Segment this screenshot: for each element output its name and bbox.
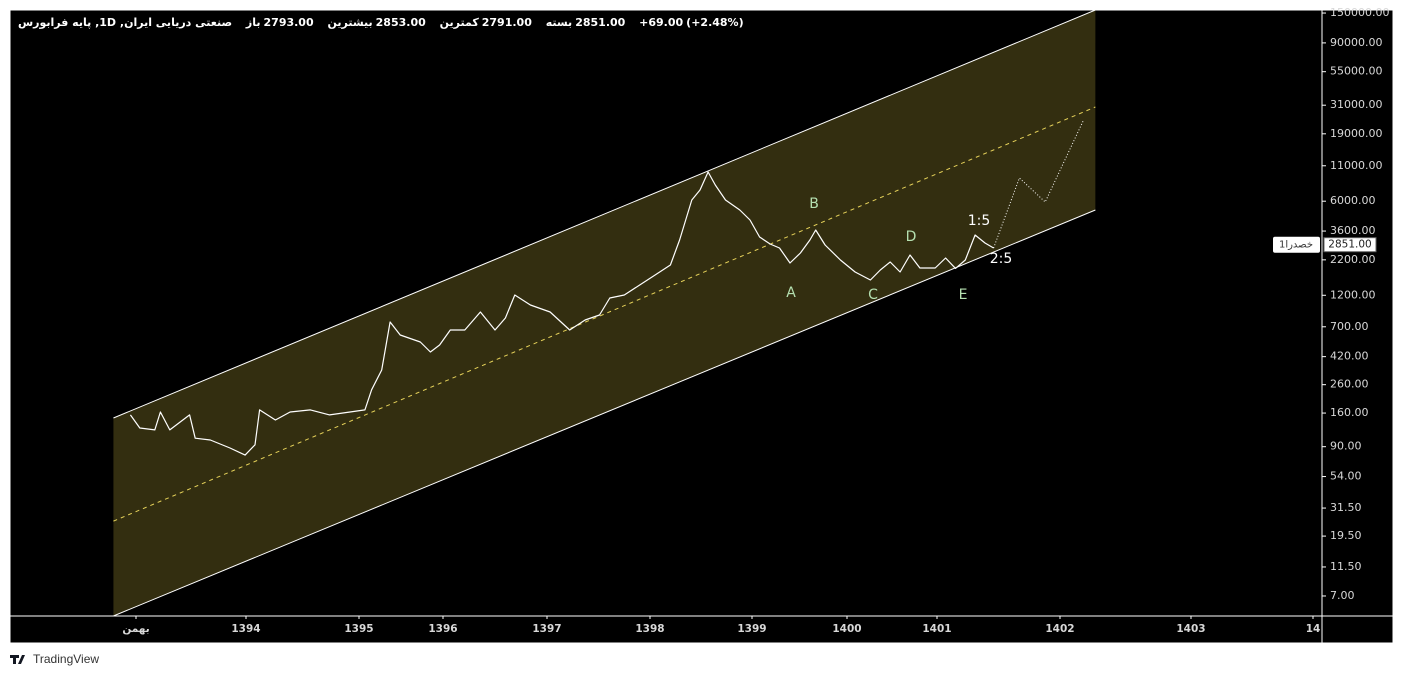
ohlc-value: 2793.00 bbox=[263, 16, 314, 29]
y-tick-label: 7.00 bbox=[1330, 589, 1355, 602]
x-tick-label: 1400 bbox=[832, 623, 861, 635]
wave-label: B bbox=[809, 196, 819, 212]
y-tick-label: 3600.00 bbox=[1330, 224, 1376, 237]
y-tick-label: 54.00 bbox=[1330, 470, 1362, 483]
wave-label: 1:5 bbox=[968, 213, 991, 229]
footer-brand[interactable]: TradingView bbox=[33, 652, 100, 666]
wave-label: C bbox=[868, 287, 878, 303]
last-price-badge bbox=[1323, 237, 1377, 253]
y-tick-label: 420.00 bbox=[1330, 350, 1369, 363]
ohlc-value: 2791.00 bbox=[481, 16, 532, 29]
ohlc-label: بیشترین bbox=[327, 16, 373, 29]
axes: 150000.00 90000.00 55000.00 31000.00 19000.0… bbox=[122, 6, 1389, 635]
x-tick-label: 1395 bbox=[344, 623, 373, 635]
symbol-tag: خصدرا1 bbox=[1279, 240, 1313, 251]
price-line bbox=[129, 171, 994, 456]
x-tick-label: 1398 bbox=[635, 623, 664, 635]
x-tick-label: 1397 bbox=[532, 623, 561, 635]
y-tick-label: 160.00 bbox=[1330, 406, 1369, 419]
plot-area: A B C D E 1:5 2:5 خصدرا1 bbox=[113, 10, 1320, 616]
symbol-tag-box bbox=[1273, 236, 1320, 253]
y-tick-label: 2200.00 bbox=[1330, 253, 1376, 266]
ohlc-value: 2853.00 bbox=[375, 16, 426, 29]
wave-label: A bbox=[786, 285, 796, 301]
wave-label: E bbox=[959, 287, 968, 303]
symbol: صنعتی دریایی ایران, 1D, پایه فرابورس bbox=[18, 16, 233, 29]
x-tick-label: بهمن bbox=[122, 623, 149, 635]
y-tick-label: 31000.00 bbox=[1330, 98, 1383, 111]
y-tick-label: 55000.00 bbox=[1330, 65, 1383, 78]
change-percent: (+2.48%) bbox=[686, 16, 744, 29]
wave-label: 2:5 bbox=[990, 251, 1013, 267]
channel-upper bbox=[113, 10, 1096, 419]
y-tick-label: 11000.00 bbox=[1330, 159, 1383, 172]
channel-middle bbox=[113, 106, 1096, 522]
y-tick-label: 6000.00 bbox=[1330, 194, 1376, 207]
header: صنعتی دریایی ایران, 1D, پایه فرابورس باز… bbox=[18, 16, 747, 29]
y-tick-label: 11.50 bbox=[1330, 560, 1362, 573]
y-tick-label: 19000.00 bbox=[1330, 127, 1383, 140]
x-tick-label: 14 bbox=[1306, 623, 1321, 635]
logo-shape bbox=[10, 655, 25, 664]
x-tick-label: 1402 bbox=[1045, 623, 1074, 635]
x-tick-label: 1401 bbox=[922, 623, 951, 635]
channel-lower bbox=[113, 209, 1096, 616]
y-tick-label: 260.00 bbox=[1330, 378, 1369, 391]
last-price-label: 2851.00 bbox=[1328, 239, 1371, 251]
x-tick-label: 1396 bbox=[428, 623, 457, 635]
channel-fill bbox=[113, 10, 1096, 616]
y-tick-label: 1200.00 bbox=[1330, 288, 1376, 301]
y-tick-label: 31.50 bbox=[1330, 501, 1362, 514]
x-tick-label: 1394 bbox=[231, 623, 260, 635]
ohlc-label: باز bbox=[245, 16, 261, 29]
wave-label: D bbox=[906, 229, 917, 245]
y-tick-label: 19.50 bbox=[1330, 529, 1362, 542]
ohlc-label: کمترین bbox=[439, 16, 479, 29]
y-tick-label: 700.00 bbox=[1330, 320, 1369, 333]
brand-logo bbox=[10, 655, 25, 664]
change: +69.00 bbox=[639, 16, 684, 29]
x-tick-label: 1399 bbox=[737, 623, 766, 635]
ohlc-label: بسته bbox=[545, 16, 573, 29]
y-tick-label: 150000.00 bbox=[1330, 6, 1390, 19]
y-tick-label: 90000.00 bbox=[1330, 36, 1383, 49]
ohlc-value: 2851.00 bbox=[575, 16, 626, 29]
y-tick-label: 90.00 bbox=[1330, 440, 1362, 453]
x-tick-label: 1403 bbox=[1176, 623, 1205, 635]
